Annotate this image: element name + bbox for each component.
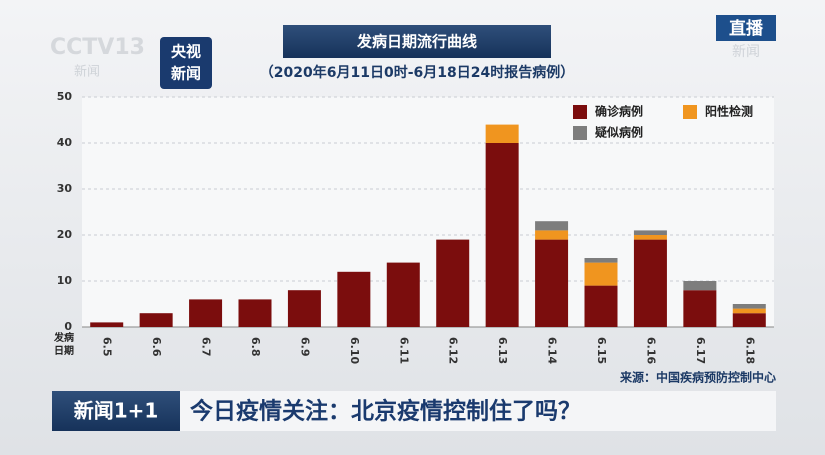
bar-segment xyxy=(337,271,371,327)
x-tick-label: 6.18 xyxy=(743,337,756,364)
bar-segment xyxy=(732,304,766,309)
bar-segment xyxy=(732,313,766,327)
bar-segment xyxy=(732,308,766,314)
headline: 今日疫情关注：北京疫情控制住了吗？ xyxy=(190,398,581,425)
bar-segment xyxy=(535,221,569,231)
y-tick-label: 40 xyxy=(57,136,73,149)
bar-segment xyxy=(485,124,519,143)
program-logo xyxy=(52,391,180,431)
x-tick-label: 6.17 xyxy=(694,337,707,364)
live-box xyxy=(716,15,776,41)
bar-segment xyxy=(633,230,667,235)
x-tick-label: 6.10 xyxy=(348,337,361,364)
x-axis-label: 发病日期 xyxy=(53,331,74,357)
bar-segment xyxy=(386,262,420,327)
live-sub: 新闻 xyxy=(732,44,760,60)
bar-segment xyxy=(683,290,717,327)
y-tick-label: 20 xyxy=(57,228,73,241)
x-tick-label: 6.6 xyxy=(150,337,163,357)
legend-label: 确诊病例 xyxy=(595,104,643,119)
live-label: 直播 xyxy=(729,18,764,39)
bar-segment xyxy=(584,262,618,286)
y-tick-label: 0 xyxy=(64,320,72,333)
chart-subtitle: （2020年6月11日0时-6月18日24时报告病例） xyxy=(260,64,574,81)
x-tick-label: 6.8 xyxy=(249,337,262,357)
x-tick-label: 6.11 xyxy=(397,337,410,364)
x-tick-label: 6.12 xyxy=(447,337,460,364)
channel-sub: 新闻 xyxy=(74,64,100,80)
source: 来源：中国疾病预防控制中心 xyxy=(619,370,776,385)
bar-segment xyxy=(584,285,618,327)
bar-segment xyxy=(633,239,667,327)
bar-segment xyxy=(535,230,569,240)
headline-bar xyxy=(180,391,776,431)
legend-label: 疑似病例 xyxy=(595,125,643,140)
bar-segment xyxy=(535,239,569,327)
bar-segment xyxy=(139,313,173,327)
bar-segment xyxy=(287,290,321,327)
app-logo-bottom: 新闻 xyxy=(171,65,201,83)
y-tick-label: 10 xyxy=(57,274,73,287)
legend-swatch xyxy=(573,105,587,119)
title-box xyxy=(283,25,551,58)
bar-segment xyxy=(189,299,223,327)
x-tick-label: 6.14 xyxy=(546,337,559,364)
x-tick-label: 6.15 xyxy=(595,337,608,364)
y-tick-label: 30 xyxy=(57,182,73,195)
legend-swatch xyxy=(683,105,697,119)
chart-title: 发病日期流行曲线 xyxy=(356,33,477,51)
plot-area xyxy=(82,97,774,327)
x-tick-label: 6.7 xyxy=(200,337,213,357)
bar-segment xyxy=(683,281,717,291)
x-tick-label: 6.9 xyxy=(298,337,311,357)
channel-logo: CCTV13 xyxy=(50,35,145,60)
legend-swatch xyxy=(573,126,587,140)
x-tick-label: 6.5 xyxy=(101,337,114,357)
app-logo xyxy=(160,37,212,89)
bar-segment xyxy=(485,143,519,327)
bar-segment xyxy=(633,235,667,240)
bar-segment xyxy=(90,322,124,327)
bar-segment xyxy=(584,258,618,263)
bar-segment xyxy=(238,299,272,327)
y-tick-label: 50 xyxy=(57,90,73,103)
x-tick-label: 6.16 xyxy=(644,337,657,364)
legend-label: 阳性检测 xyxy=(705,104,753,119)
program-name: 新闻1+1 xyxy=(74,399,159,423)
app-logo-top: 央视 xyxy=(171,43,201,61)
bar-segment xyxy=(436,239,470,327)
x-tick-label: 6.13 xyxy=(496,337,509,364)
